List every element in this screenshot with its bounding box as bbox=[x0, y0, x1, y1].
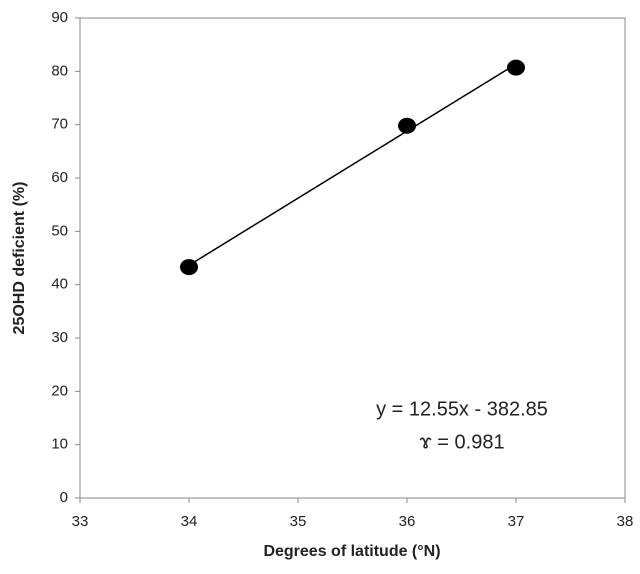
y-tick-label: 50 bbox=[51, 222, 68, 239]
x-tick-label: 33 bbox=[72, 513, 89, 530]
r-value: ɤ = 0.981 bbox=[419, 431, 504, 453]
y-tick-label: 90 bbox=[51, 9, 68, 26]
x-axis-title: Degrees of latitude (°N) bbox=[263, 543, 440, 560]
y-tick-label: 10 bbox=[51, 436, 68, 453]
y-tick-label: 70 bbox=[51, 116, 68, 133]
x-tick-label: 35 bbox=[290, 513, 307, 530]
point bbox=[398, 117, 416, 134]
y-tick-label: 20 bbox=[51, 382, 68, 399]
y-tick-label: 60 bbox=[51, 169, 68, 186]
x-tick-label: 36 bbox=[399, 513, 416, 530]
plot-frame bbox=[79, 17, 626, 499]
y-tick-label: 30 bbox=[51, 329, 68, 346]
point bbox=[180, 259, 198, 276]
x-tick-label: 38 bbox=[617, 513, 634, 530]
y-tick-label: 0 bbox=[60, 489, 68, 506]
y-tick-label: 80 bbox=[51, 62, 68, 79]
point bbox=[507, 59, 525, 76]
x-tick-label: 37 bbox=[508, 513, 525, 530]
trendline bbox=[188, 63, 517, 266]
y-tick-label: 40 bbox=[51, 276, 68, 293]
y-axis-title: 25OHD deficient (%) bbox=[11, 182, 28, 335]
equation: y = 12.55x - 382.85 bbox=[376, 398, 548, 420]
x-tick-label: 34 bbox=[181, 513, 198, 530]
